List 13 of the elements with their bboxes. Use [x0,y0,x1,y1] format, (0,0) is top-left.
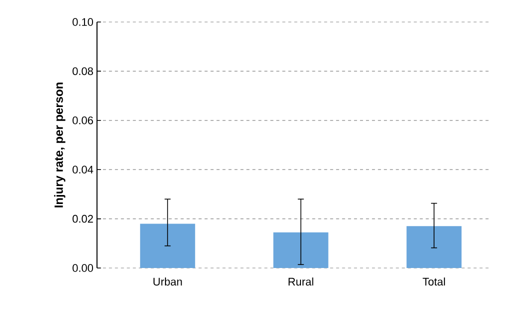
bar [140,224,196,268]
bar [273,232,328,268]
x-tick-label: Urban [154,278,182,286]
bar [406,226,462,268]
y-tick-label: 0.00 [72,264,94,272]
x-tick-label: Total [422,278,445,286]
y-tick-label: 0.04 [72,166,94,174]
y-tick-label: 0.08 [72,67,93,76]
y-tick-label: 0.02 [72,214,93,223]
x-tick-label: Rural [288,278,314,286]
y-axis-title: Injury rate, per person [54,82,66,208]
y-tick-label: 0.06 [72,116,93,124]
y-tick-label: 0.10 [72,18,94,26]
